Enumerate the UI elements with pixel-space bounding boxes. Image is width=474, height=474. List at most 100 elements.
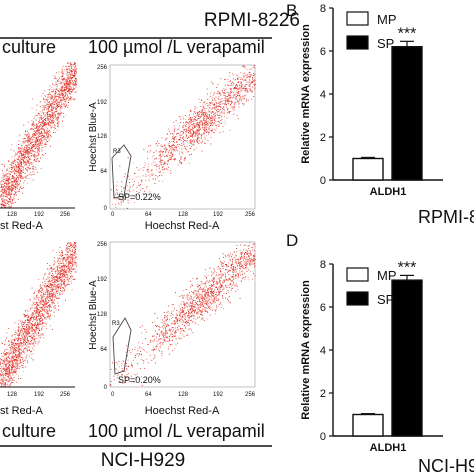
flow-bottom-left-dot: [69, 260, 71, 261]
flow-top-left-dot: [6, 176, 8, 178]
flow-top-left-dot: [40, 144, 41, 146]
flow-top-right-dot: [218, 118, 220, 119]
flow-top-left-dot: [72, 82, 74, 84]
flow-top-left-dot: [22, 157, 23, 159]
flow-top-left-dot: [63, 69, 65, 71]
flow-bottom-left-dot: [74, 268, 76, 270]
flow-top-left-dot: [38, 127, 40, 129]
flow-top-right-dot: [196, 114, 198, 116]
flow-bottom-left-dot: [66, 246, 68, 248]
flow-top-right-dot: [192, 125, 194, 127]
flow-bottom-left-dot: [2, 374, 4, 376]
flow-top-right-dot: [171, 148, 173, 150]
flow-bottom-left-dot: [24, 366, 26, 368]
flow-top-left-dot: [62, 71, 64, 73]
flow-top-right-dot: [204, 107, 206, 109]
flow-top-left-dot: [34, 135, 36, 136]
flow-top-right-dot: [225, 96, 226, 97]
flow-top-right-dot: [222, 108, 223, 110]
flow-top-right-dot: [206, 107, 208, 109]
flow-top-right-dot: [186, 126, 188, 127]
flow-bottom-left-dot: [12, 360, 13, 362]
flow-bottom-left-dot: [25, 357, 27, 359]
flow-top-right-dot: [198, 136, 200, 138]
flow-top-left-dot: [66, 70, 68, 72]
flow-top-left-dot: [58, 102, 60, 104]
flow-top-right-dot: [237, 101, 239, 103]
flow-bottom-left-dot: [35, 319, 37, 321]
flow-bottom-left-dot: [42, 313, 43, 315]
flow-top-left-dot: [3, 200, 5, 202]
flow-bottom-left-dot: [15, 336, 16, 338]
flow-bottom-left-dot: [21, 352, 22, 354]
flow-top-left-dot: [56, 85, 58, 87]
flow-bottom-left-dot: [59, 286, 61, 288]
flow-top-right-dot: [254, 85, 255, 86]
flow-bottom-left-dot: [64, 286, 66, 288]
flow-bottom-left-dot: [34, 323, 36, 325]
flow-top-left-dot: [10, 196, 12, 198]
flow-bottom-left-dot: [36, 294, 38, 296]
flow-bottom-left-dot: [9, 384, 11, 385]
flow-top-left-dot: [1, 194, 3, 196]
flow-bottom-left-dot: [7, 380, 9, 382]
flow-top-left-dot: [22, 177, 24, 179]
flow-top-right-dot: [206, 124, 208, 126]
flow-top-left-dot: [70, 97, 72, 98]
flow-top-left-dot: [41, 144, 43, 146]
flow-top-left-dot: [2, 200, 4, 202]
flow-bottom-left-dot: [8, 345, 10, 346]
flow-top-left-dot: [15, 178, 17, 179]
flow-bottom-left-dot: [4, 377, 6, 378]
flow-bottom-left-dot: [51, 286, 53, 287]
flow-bottom-left-dot: [71, 268, 72, 270]
flow-top-right-dot: [233, 87, 235, 89]
flow-top-left-dot: [1, 201, 3, 202]
flow-bottom-left-dot: [67, 242, 68, 244]
flow-top-left-dot: [30, 158, 32, 160]
flow-bottom-left-dot: [63, 265, 65, 266]
flow-top-left-dot: [16, 194, 17, 196]
flow-bottom-left-dot: [1, 383, 3, 385]
flow-top-right-dot: [149, 176, 151, 178]
flow-bottom-left-dot: [54, 257, 55, 259]
flow-top-left-dot: [15, 182, 16, 184]
flow-top-right-dot: [185, 136, 187, 138]
flow-top-right-dot: [190, 119, 192, 121]
flow-bottom-left-dot: [34, 330, 36, 332]
flow-top-left-dot: [24, 162, 26, 164]
flow-top-right-dot: [194, 131, 196, 133]
flow-top-right-dot: [209, 104, 211, 106]
flow-top-right-dot: [254, 65, 255, 66]
flow-top-right-dot: [210, 117, 211, 119]
flow-bottom-left-dot: [22, 340, 24, 342]
flow-top-left-dot: [32, 144, 34, 146]
flow-top-right-dot: [173, 138, 175, 140]
flow-top-left-dot: [45, 99, 47, 100]
flow-top-left-dot: [14, 195, 15, 197]
flow-top-right-dot: [228, 101, 229, 103]
flow-top-left-dot: [40, 140, 42, 142]
flow-top-right-dot: [207, 121, 209, 123]
flow-top-left-dot: [53, 106, 55, 108]
flow-top-right-dot: [170, 157, 171, 159]
flow-top-right-dot: [218, 110, 220, 112]
flow-top-left-dot: [31, 108, 33, 109]
flow-top-right-dot: [196, 119, 198, 121]
flow-top-left-dot: [29, 162, 31, 164]
flow-top-right-dot: [179, 139, 181, 140]
flow-top-left-dot: [63, 92, 65, 94]
flow-top-left-dot: [10, 194, 12, 195]
flow-bottom-left-dot: [10, 361, 12, 363]
flow-top-right-dot: [182, 153, 184, 155]
flow-bottom-left-dot: [61, 273, 63, 275]
flow-top-left-dot: [26, 163, 27, 165]
flow-top-left-dot: [5, 178, 7, 180]
flow-top-right-dot: [236, 84, 238, 86]
flow-top-left-dot: [38, 149, 40, 151]
flow-top-right-dot: [173, 150, 175, 152]
flow-top-right-dot: [198, 140, 200, 142]
flow-top-left-dot: [66, 105, 67, 106]
flow-bottom-left-dot: [59, 274, 61, 276]
flow-top-left-dot: [66, 86, 67, 88]
